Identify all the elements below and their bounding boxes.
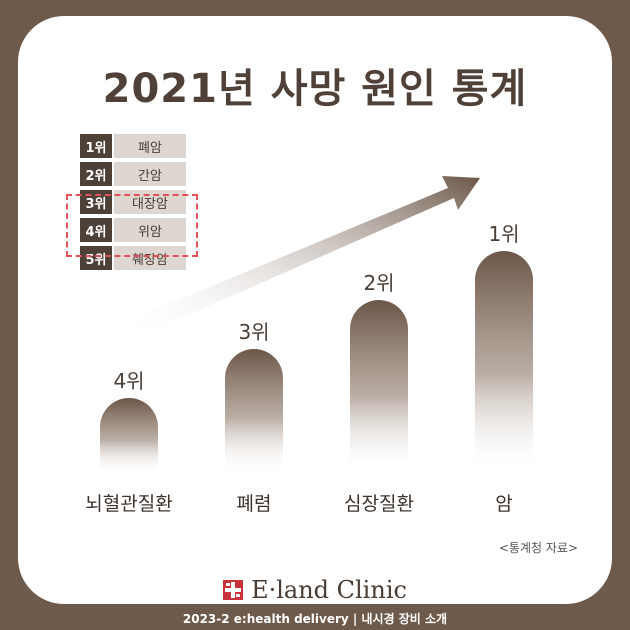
brand: E·land Clinic (18, 576, 612, 604)
bar-1 (100, 398, 158, 474)
bar-4 (475, 251, 533, 474)
rank-number: 1위 (80, 134, 112, 158)
rank-number: 4위 (80, 218, 112, 242)
rank-disease: 위암 (114, 218, 186, 242)
bar-rank-label: 3위 (238, 320, 269, 344)
bar-rank-label: 1위 (488, 222, 519, 246)
rank-row: 4위 위암 (80, 218, 186, 242)
brand-name: E·land Clinic (251, 576, 407, 604)
trend-arrow-icon (128, 176, 480, 338)
source-note: <통계청 자료> (498, 541, 578, 555)
category-label: 심장질환 (344, 493, 414, 515)
category-label: 폐렴 (237, 493, 272, 515)
rank-disease: 폐암 (114, 134, 186, 158)
bar-2 (225, 349, 283, 474)
cross-logo-icon (223, 580, 244, 600)
page-title: 2021년 사망 원인 통계 (102, 66, 528, 112)
rank-number: 2위 (80, 162, 112, 186)
bar-rank-label: 4위 (113, 369, 144, 393)
bar-rank-label: 2위 (363, 271, 394, 295)
category-label: 암 (495, 493, 512, 515)
highlight-box (66, 194, 198, 257)
rank-row: 1위 폐암 (80, 134, 186, 158)
footer-caption: 2023-2 e:health delivery | 내시경 장비 소개 (182, 612, 448, 626)
bar-3 (350, 300, 408, 474)
rank-disease: 간암 (114, 162, 186, 186)
rank-row: 2위 간암 (80, 162, 186, 186)
category-label: 뇌혈관질환 (85, 493, 172, 515)
